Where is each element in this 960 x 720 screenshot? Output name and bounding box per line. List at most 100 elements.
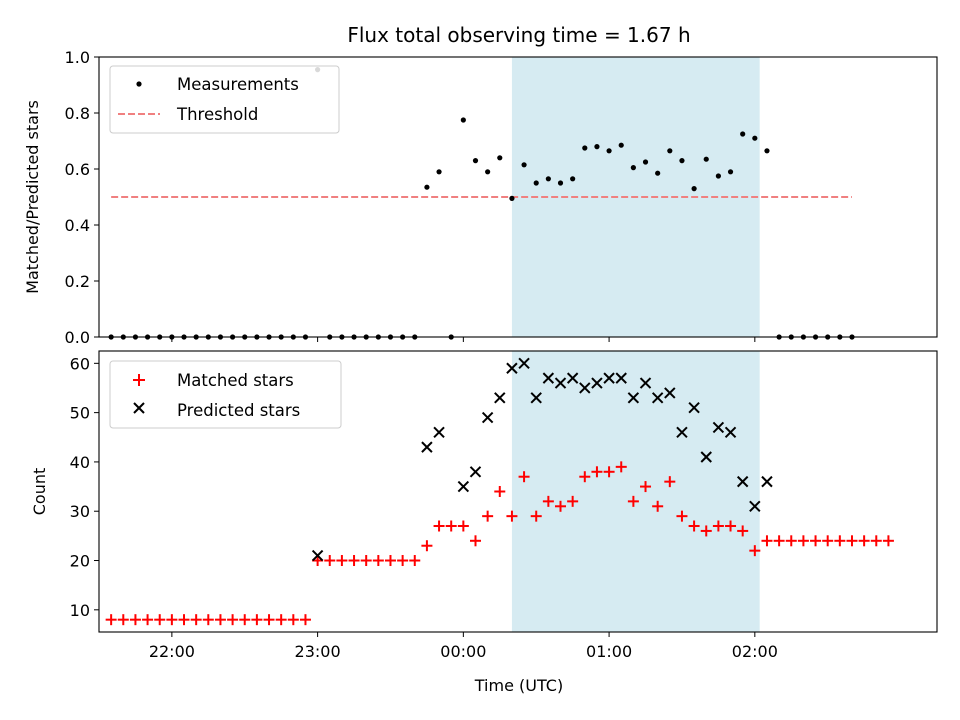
matched-star-point [239, 614, 251, 626]
predicted-star-point [615, 372, 627, 384]
matched-star-point [445, 520, 457, 532]
y-tick-label: 0.6 [65, 160, 90, 179]
bottom-axes-frame [98, 350, 938, 633]
matched-star-point [506, 510, 518, 522]
predicted-star-point [591, 377, 603, 389]
predicted-star-point [627, 392, 640, 404]
top-y-ticks: 0.0 0.2 0.4 0.6 0.8 1.0 [65, 48, 99, 347]
measurement-point [727, 169, 734, 175]
measurement-point [460, 117, 466, 123]
matched-star-point [846, 535, 858, 547]
top-axes-frame [98, 56, 938, 338]
matched-star-point [712, 520, 724, 532]
y-tick-label: 0.8 [65, 104, 90, 123]
matched-star-point [676, 510, 688, 522]
matched-star-point [142, 614, 154, 626]
measurement-point [521, 162, 527, 168]
predicted-star-point [639, 377, 652, 389]
predicted-star-point [736, 475, 749, 488]
matched-star-point [129, 614, 141, 626]
legend-label-measurements: Measurements [177, 75, 299, 94]
matched-star-point [822, 535, 834, 547]
legend-label-predicted: Predicted stars [177, 401, 300, 420]
matched-star-point [858, 535, 870, 547]
measurement-point [642, 159, 649, 165]
predicted-star-point [542, 372, 555, 384]
measurement-point [485, 169, 491, 175]
bottom-legend: Matched stars Predicted stars [109, 360, 342, 429]
y-tick-label: 60 [70, 354, 90, 373]
x-tick-label: 02:00 [732, 642, 778, 661]
legend-marker-predicted [133, 402, 145, 414]
matched-star-point [882, 535, 894, 547]
predicted-star-point [469, 466, 482, 478]
top-legend-box [109, 65, 340, 134]
matched-stars-points [105, 461, 894, 626]
top-panel: 0.0 0.2 0.4 0.6 0.8 1.0 Matched/Predicted sta… [23, 48, 938, 347]
matched-star-point [737, 525, 749, 537]
y-tick-label: 1.0 [65, 48, 90, 67]
predicted-star-point [603, 372, 615, 384]
predicted-star-point [651, 392, 664, 404]
matched-star-point [810, 535, 822, 547]
matched-star-point [227, 614, 239, 626]
matched-star-point [251, 614, 263, 626]
matched-star-point [555, 500, 567, 512]
predicted-star-point [700, 451, 712, 463]
measurement-point [630, 165, 636, 171]
matched-star-point [166, 614, 178, 626]
measurement-point [472, 158, 479, 164]
predicted-star-point [433, 426, 445, 439]
y-tick-label: 0.0 [65, 328, 90, 347]
measurement-point [740, 131, 746, 137]
predicted-star-point [518, 357, 530, 370]
measurement-point [752, 135, 758, 141]
matched-star-point [117, 614, 129, 626]
measurement-point [545, 176, 551, 182]
matched-star-point [275, 614, 287, 626]
matched-star-point [664, 476, 676, 488]
matched-star-point [324, 555, 336, 567]
y-tick-label: 40 [70, 453, 90, 472]
bottom-panel: 10 20 30 40 50 60 22:00 23:00 00:00 01:00 02:00 C… [30, 350, 938, 695]
matched-star-point [457, 520, 469, 532]
top-y-axis-label: Matched/Predicted stars [23, 100, 42, 294]
matched-star-point [603, 466, 615, 478]
legend-marker-measurements [136, 81, 142, 87]
y-tick-label: 20 [70, 552, 90, 571]
measurement-point [594, 144, 600, 150]
matched-star-point [627, 495, 639, 507]
matched-star-point [494, 486, 506, 497]
predicted-star-point [761, 475, 773, 488]
matched-star-point [154, 614, 166, 626]
matched-star-point [725, 520, 737, 532]
predicted-star-point [664, 387, 676, 399]
matched-star-point [542, 495, 554, 507]
bottom-shaded-interval [511, 351, 760, 632]
top-x-ticks [171, 337, 756, 342]
predicted-star-point [688, 401, 700, 414]
matched-star-point [384, 555, 396, 567]
matched-star-point [834, 535, 846, 547]
measurements-points [108, 67, 855, 340]
measurement-point [570, 176, 576, 182]
y-tick-label: 30 [70, 502, 90, 521]
predicted-star-point [566, 372, 579, 384]
measurement-point [715, 173, 721, 179]
measurement-point [424, 184, 430, 190]
matched-star-point [591, 466, 603, 478]
predicted-star-point [724, 426, 737, 439]
legend-marker-matched [133, 374, 145, 386]
predicted-star-point [506, 362, 518, 374]
matched-star-point [190, 614, 202, 626]
predicted-star-point [554, 377, 567, 389]
predicted-star-point [481, 411, 494, 424]
matched-star-point [482, 510, 494, 522]
chart-title: Flux total observing time = 1.67 h [347, 23, 690, 47]
x-tick-label: 01:00 [586, 642, 632, 661]
measurement-point [618, 142, 624, 148]
measurement-point [691, 186, 697, 192]
matched-star-point [700, 525, 712, 537]
predicted-star-point [530, 392, 542, 404]
measurement-point [606, 148, 612, 154]
